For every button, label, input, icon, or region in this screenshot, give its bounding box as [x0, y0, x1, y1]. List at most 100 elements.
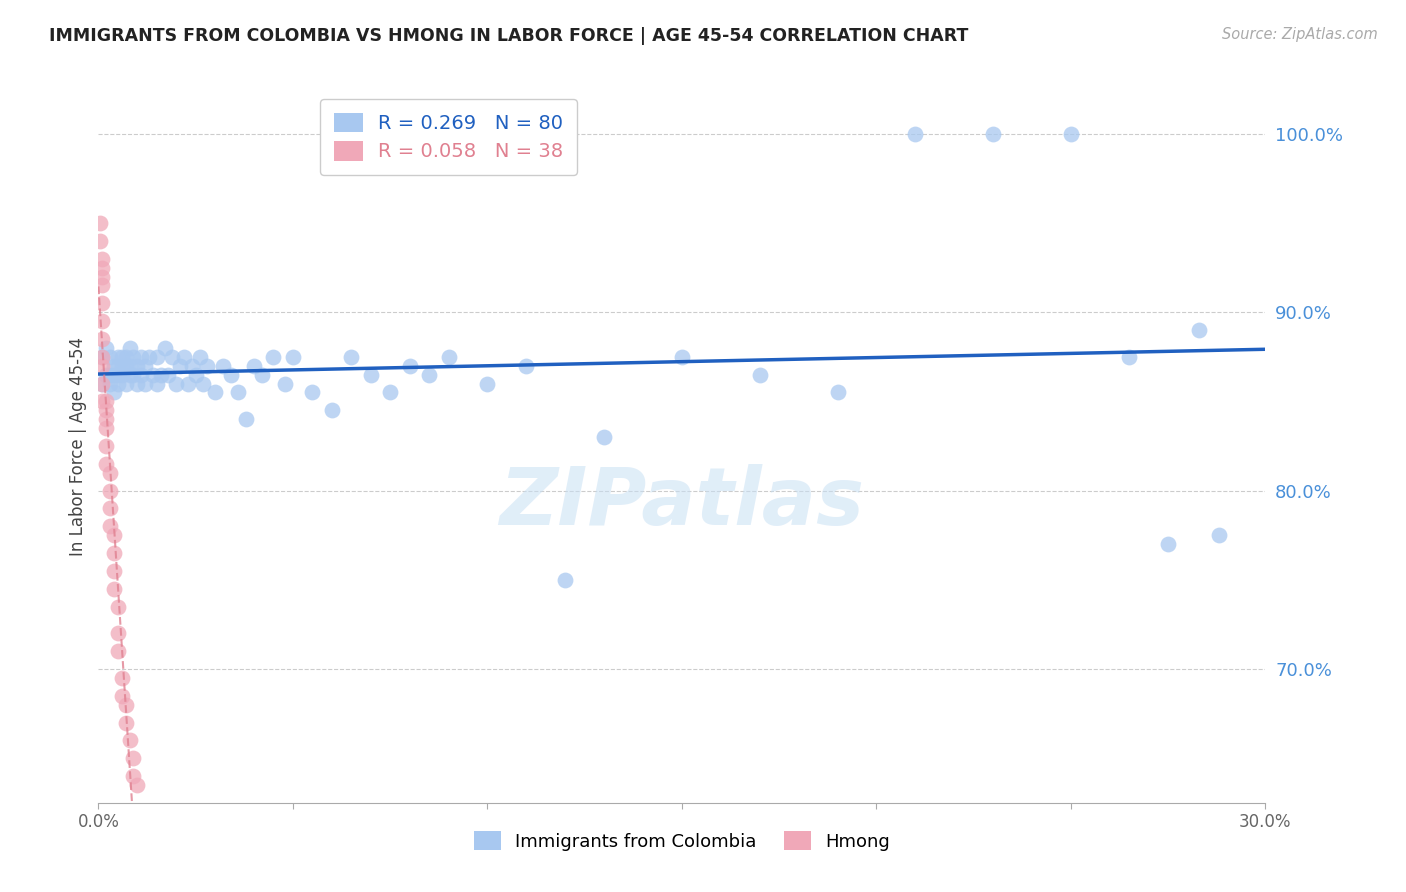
Point — [149, 368, 172, 382]
Point — [250, 368, 273, 382]
Point — [91, 394, 114, 409]
Point — [554, 573, 576, 587]
Point — [118, 368, 141, 382]
Point — [477, 376, 499, 391]
Point — [103, 582, 125, 596]
Point — [98, 466, 121, 480]
Point — [91, 278, 114, 293]
Point — [98, 483, 121, 498]
Point — [91, 260, 114, 275]
Point — [96, 421, 118, 435]
Point — [103, 564, 125, 578]
Point — [107, 368, 129, 382]
Point — [111, 671, 134, 685]
Point — [96, 394, 118, 409]
Point — [91, 376, 114, 391]
Point — [398, 359, 420, 373]
Point — [1208, 528, 1230, 542]
Y-axis label: In Labor Force | Age 45-54: In Labor Force | Age 45-54 — [69, 336, 87, 556]
Point — [904, 127, 927, 141]
Point — [91, 332, 114, 346]
Point — [111, 350, 134, 364]
Point — [219, 368, 242, 382]
Point — [103, 359, 125, 373]
Point — [321, 403, 343, 417]
Point — [165, 376, 187, 391]
Point — [360, 368, 382, 382]
Point — [122, 751, 145, 765]
Point — [228, 385, 250, 400]
Point — [107, 626, 129, 640]
Point — [96, 457, 118, 471]
Point — [96, 412, 118, 426]
Point — [157, 368, 180, 382]
Point — [122, 368, 145, 382]
Point — [274, 376, 297, 391]
Point — [1157, 537, 1180, 551]
Point — [193, 376, 215, 391]
Point — [118, 359, 141, 373]
Point — [827, 385, 849, 400]
Point — [281, 350, 304, 364]
Point — [127, 376, 149, 391]
Point — [114, 698, 136, 712]
Point — [671, 350, 693, 364]
Point — [103, 385, 125, 400]
Point — [98, 519, 121, 533]
Point — [129, 368, 152, 382]
Text: ZIPatlas: ZIPatlas — [499, 464, 865, 542]
Point — [593, 430, 616, 444]
Point — [91, 376, 114, 391]
Point — [114, 376, 136, 391]
Point — [98, 368, 121, 382]
Point — [127, 778, 149, 792]
Point — [1060, 127, 1083, 141]
Point — [235, 412, 257, 426]
Point — [184, 368, 207, 382]
Point — [180, 359, 202, 373]
Point — [91, 269, 114, 284]
Point — [89, 216, 111, 230]
Point — [103, 368, 125, 382]
Point — [107, 599, 129, 614]
Point — [515, 359, 537, 373]
Point — [146, 376, 169, 391]
Point — [146, 350, 169, 364]
Point — [122, 350, 145, 364]
Point — [129, 350, 152, 364]
Point — [107, 644, 129, 658]
Point — [134, 376, 156, 391]
Point — [114, 715, 136, 730]
Point — [380, 385, 402, 400]
Point — [118, 733, 141, 747]
Point — [173, 350, 195, 364]
Point — [89, 234, 111, 248]
Point — [301, 385, 323, 400]
Text: Source: ZipAtlas.com: Source: ZipAtlas.com — [1222, 27, 1378, 42]
Point — [177, 376, 200, 391]
Point — [103, 528, 125, 542]
Point — [91, 350, 114, 364]
Point — [118, 341, 141, 355]
Point — [188, 350, 211, 364]
Point — [91, 350, 114, 364]
Point — [103, 546, 125, 560]
Point — [111, 359, 134, 373]
Text: IMMIGRANTS FROM COLOMBIA VS HMONG IN LABOR FORCE | AGE 45-54 CORRELATION CHART: IMMIGRANTS FROM COLOMBIA VS HMONG IN LAB… — [49, 27, 969, 45]
Point — [162, 350, 184, 364]
Point — [98, 350, 121, 364]
Point — [340, 350, 363, 364]
Point — [111, 368, 134, 382]
Point — [122, 769, 145, 783]
Point — [142, 368, 165, 382]
Point — [96, 403, 118, 417]
Point — [91, 314, 114, 328]
Point — [204, 385, 226, 400]
Point — [96, 368, 118, 382]
Point — [127, 359, 149, 373]
Point — [212, 359, 235, 373]
Point — [96, 439, 118, 453]
Point — [90, 252, 112, 266]
Point — [91, 359, 114, 373]
Point — [1118, 350, 1140, 364]
